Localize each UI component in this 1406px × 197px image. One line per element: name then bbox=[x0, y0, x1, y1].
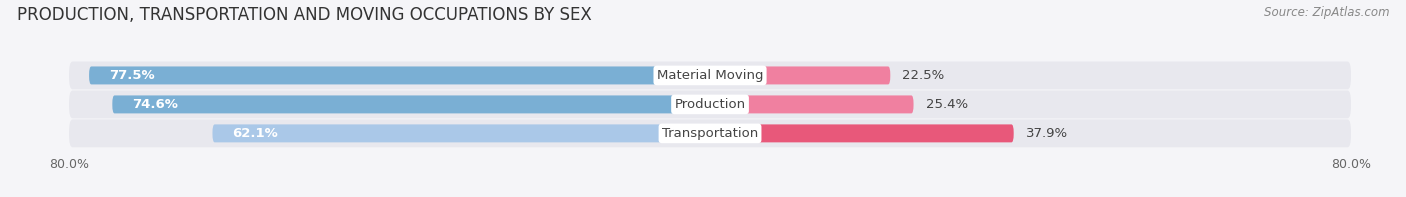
Text: Material Moving: Material Moving bbox=[657, 69, 763, 82]
FancyBboxPatch shape bbox=[710, 95, 914, 113]
FancyBboxPatch shape bbox=[69, 119, 1351, 147]
Text: Source: ZipAtlas.com: Source: ZipAtlas.com bbox=[1264, 6, 1389, 19]
Text: 25.4%: 25.4% bbox=[925, 98, 967, 111]
Text: 37.9%: 37.9% bbox=[1026, 127, 1067, 140]
Legend: Male, Female: Male, Female bbox=[643, 194, 778, 197]
FancyBboxPatch shape bbox=[710, 66, 890, 85]
FancyBboxPatch shape bbox=[710, 124, 1014, 142]
Text: 74.6%: 74.6% bbox=[132, 98, 179, 111]
FancyBboxPatch shape bbox=[69, 90, 1351, 118]
Text: Transportation: Transportation bbox=[662, 127, 758, 140]
Text: 62.1%: 62.1% bbox=[232, 127, 278, 140]
FancyBboxPatch shape bbox=[112, 95, 710, 113]
Text: PRODUCTION, TRANSPORTATION AND MOVING OCCUPATIONS BY SEX: PRODUCTION, TRANSPORTATION AND MOVING OC… bbox=[17, 6, 592, 24]
FancyBboxPatch shape bbox=[212, 124, 710, 142]
Text: 22.5%: 22.5% bbox=[903, 69, 945, 82]
FancyBboxPatch shape bbox=[89, 66, 710, 85]
FancyBboxPatch shape bbox=[69, 61, 1351, 89]
Text: Production: Production bbox=[675, 98, 745, 111]
Text: 77.5%: 77.5% bbox=[110, 69, 155, 82]
